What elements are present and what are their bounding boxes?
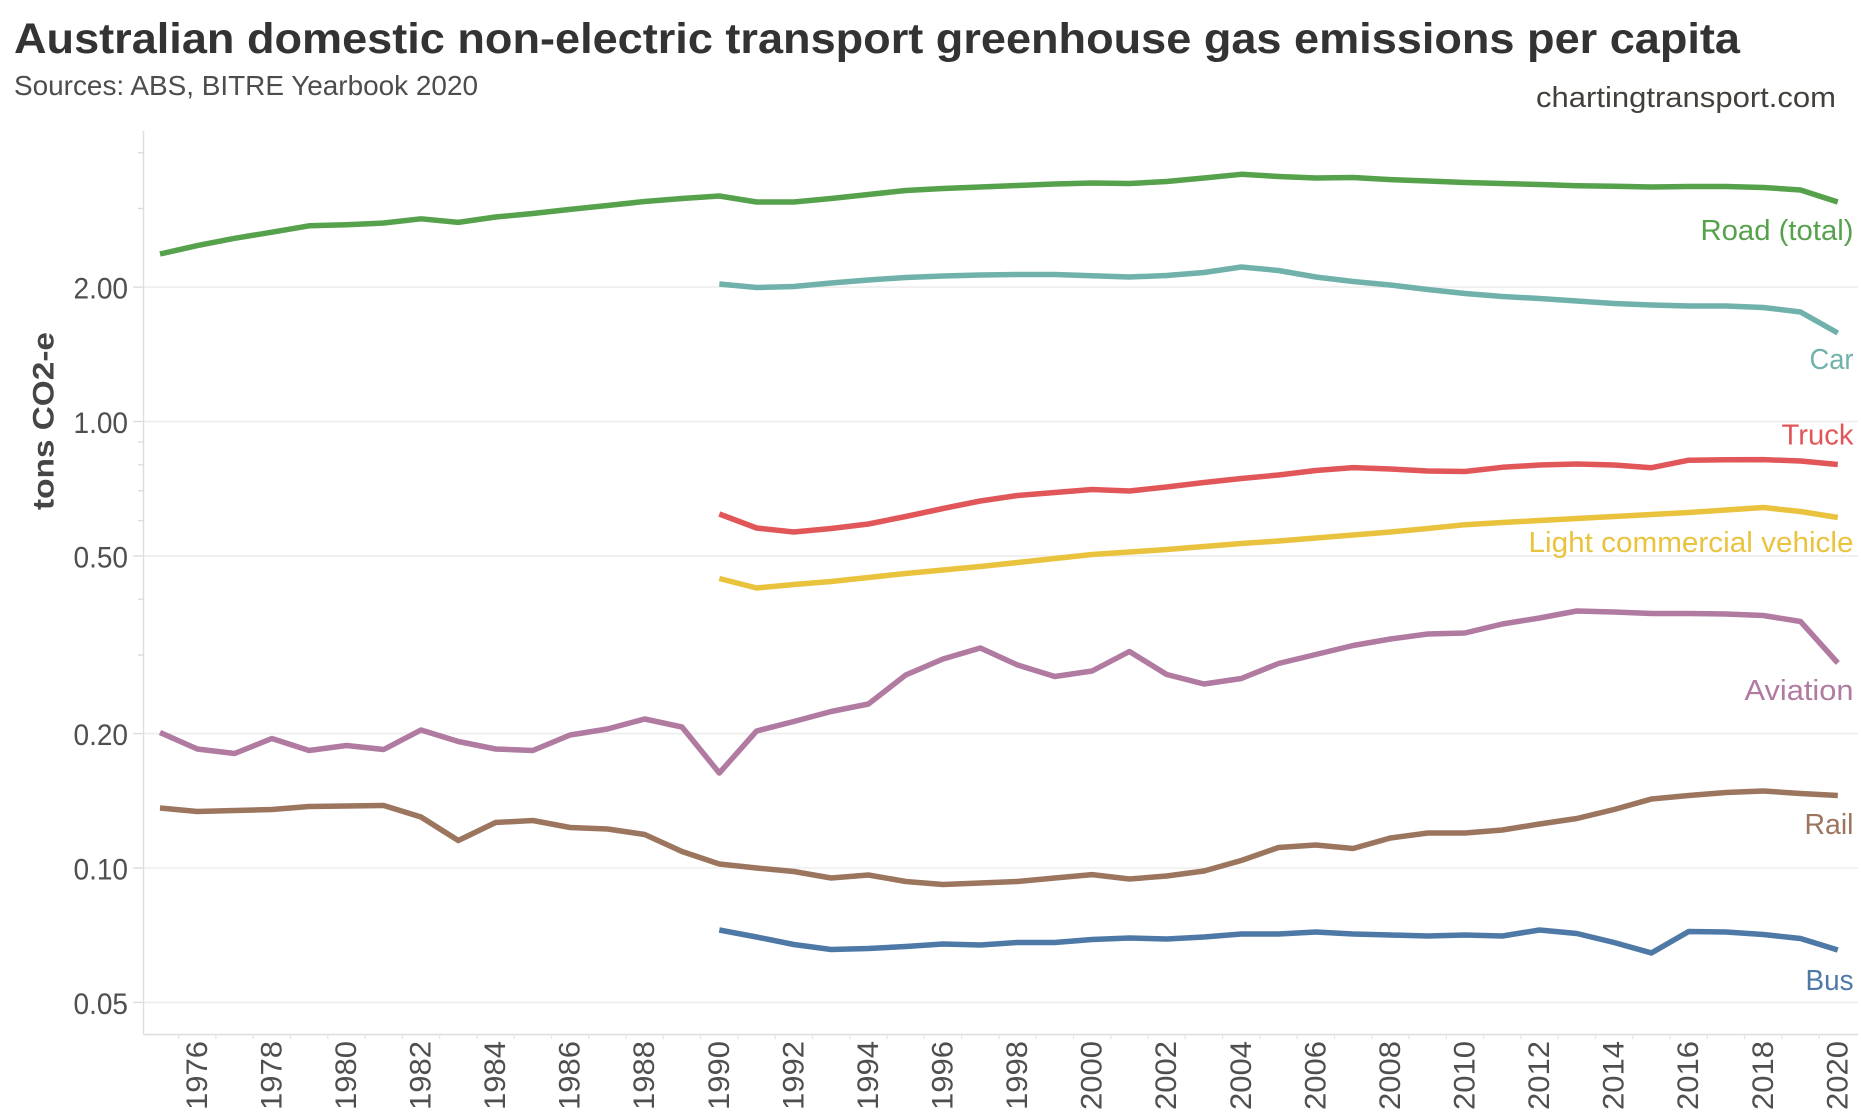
svg-text:Car: Car — [1810, 344, 1854, 376]
svg-text:1986: 1986 — [554, 1041, 587, 1110]
svg-text:Bus: Bus — [1806, 965, 1854, 997]
svg-text:1980: 1980 — [330, 1041, 363, 1110]
svg-text:1990: 1990 — [703, 1041, 736, 1110]
svg-text:Rail: Rail — [1805, 809, 1854, 841]
svg-text:1988: 1988 — [628, 1041, 661, 1110]
svg-text:2010: 2010 — [1449, 1041, 1482, 1110]
svg-text:1978: 1978 — [255, 1041, 288, 1110]
svg-text:1996: 1996 — [927, 1041, 960, 1110]
svg-text:2006: 2006 — [1299, 1041, 1332, 1110]
svg-text:2008: 2008 — [1374, 1041, 1407, 1110]
svg-text:2002: 2002 — [1150, 1041, 1183, 1110]
svg-text:Truck: Truck — [1782, 420, 1854, 452]
svg-text:Road (total): Road (total) — [1701, 215, 1854, 247]
svg-text:0.20: 0.20 — [74, 719, 129, 752]
svg-text:2018: 2018 — [1747, 1041, 1780, 1110]
svg-text:2.00: 2.00 — [74, 273, 129, 306]
svg-text:Light commercial vehicle: Light commercial vehicle — [1529, 527, 1854, 559]
svg-text:Sources: ABS, BITRE Yearbook 2: Sources: ABS, BITRE Yearbook 2020 — [14, 70, 478, 101]
svg-text:Australian domestic non-electr: Australian domestic non-electric transpo… — [14, 15, 1741, 63]
svg-text:chartingtransport.com: chartingtransport.com — [1536, 82, 1836, 114]
svg-text:Aviation: Aviation — [1745, 675, 1854, 707]
svg-text:2014: 2014 — [1598, 1041, 1631, 1110]
svg-text:2012: 2012 — [1523, 1041, 1556, 1110]
svg-text:0.05: 0.05 — [74, 988, 129, 1021]
svg-text:2000: 2000 — [1076, 1041, 1109, 1110]
svg-text:1984: 1984 — [479, 1041, 512, 1110]
svg-text:2020: 2020 — [1821, 1041, 1854, 1110]
svg-text:1992: 1992 — [777, 1041, 810, 1110]
svg-text:tons CO2-e: tons CO2-e — [28, 332, 61, 510]
svg-text:1976: 1976 — [181, 1041, 214, 1110]
svg-text:0.50: 0.50 — [74, 541, 129, 574]
svg-text:1998: 1998 — [1001, 1041, 1034, 1110]
svg-text:2016: 2016 — [1672, 1041, 1705, 1110]
svg-text:1994: 1994 — [852, 1041, 885, 1110]
svg-text:1982: 1982 — [405, 1041, 438, 1110]
svg-text:2004: 2004 — [1225, 1041, 1258, 1110]
svg-text:1.00: 1.00 — [74, 407, 129, 440]
svg-text:0.10: 0.10 — [74, 854, 129, 887]
